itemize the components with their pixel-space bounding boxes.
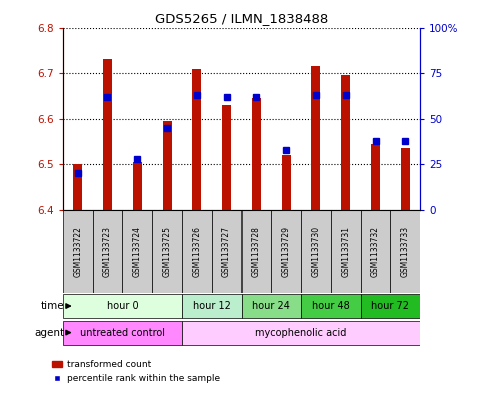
Bar (252, 98, 261, 210)
Bar (242, 294, 301, 318)
Text: untreated control: untreated control (80, 328, 165, 338)
Legend: transformed count, percentile rank within the sample: transformed count, percentile rank withi… (48, 357, 224, 387)
Text: GSM1133729: GSM1133729 (282, 226, 291, 277)
Bar (361, 294, 420, 318)
Bar (390, 210, 420, 293)
Bar (182, 28, 212, 210)
Bar (93, 210, 122, 293)
Bar (301, 210, 331, 293)
Bar (182, 294, 242, 318)
Text: hour 48: hour 48 (312, 301, 350, 311)
Bar (152, 210, 182, 293)
Text: hour 12: hour 12 (193, 301, 231, 311)
Title: GDS5265 / ILMN_1838488: GDS5265 / ILMN_1838488 (155, 12, 328, 25)
Bar (212, 28, 242, 210)
Bar (301, 28, 331, 210)
Text: GSM1133722: GSM1133722 (73, 226, 82, 277)
Bar (122, 28, 152, 210)
Bar (301, 294, 361, 318)
Bar (331, 28, 361, 210)
Text: hour 0: hour 0 (107, 301, 138, 311)
Text: GSM1133726: GSM1133726 (192, 226, 201, 277)
Text: GSM1133724: GSM1133724 (133, 226, 142, 277)
Bar (182, 321, 420, 345)
Bar (103, 59, 112, 210)
Bar (192, 68, 201, 210)
Bar (222, 105, 231, 210)
Bar (212, 210, 242, 293)
Bar (122, 210, 152, 293)
Bar (331, 210, 361, 293)
Bar (312, 66, 320, 210)
Text: GSM1133727: GSM1133727 (222, 226, 231, 277)
Text: agent: agent (34, 328, 64, 338)
Bar (361, 28, 390, 210)
Bar (182, 210, 212, 293)
Bar (271, 210, 301, 293)
Text: hour 72: hour 72 (371, 301, 410, 311)
Text: GSM1133731: GSM1133731 (341, 226, 350, 277)
Text: GSM1133730: GSM1133730 (312, 226, 320, 277)
Bar (63, 294, 182, 318)
Text: hour 24: hour 24 (252, 301, 290, 311)
Text: mycophenolic acid: mycophenolic acid (256, 328, 347, 338)
Text: GSM1133732: GSM1133732 (371, 226, 380, 277)
Bar (133, 162, 142, 210)
Bar (282, 155, 291, 210)
Bar (63, 28, 93, 210)
Bar (242, 28, 271, 210)
Bar (271, 28, 301, 210)
Bar (73, 164, 82, 210)
Text: GSM1133723: GSM1133723 (103, 226, 112, 277)
Bar (63, 321, 182, 345)
Bar (371, 144, 380, 210)
Bar (163, 121, 171, 210)
Bar (93, 28, 122, 210)
Bar (63, 210, 93, 293)
Bar (152, 28, 182, 210)
Text: GSM1133733: GSM1133733 (401, 226, 410, 277)
Bar (390, 28, 420, 210)
Text: GSM1133728: GSM1133728 (252, 226, 261, 277)
Bar (341, 75, 350, 210)
Text: time: time (41, 301, 64, 311)
Bar (401, 148, 410, 210)
Bar (242, 210, 271, 293)
Text: GSM1133725: GSM1133725 (163, 226, 171, 277)
Bar (361, 210, 390, 293)
